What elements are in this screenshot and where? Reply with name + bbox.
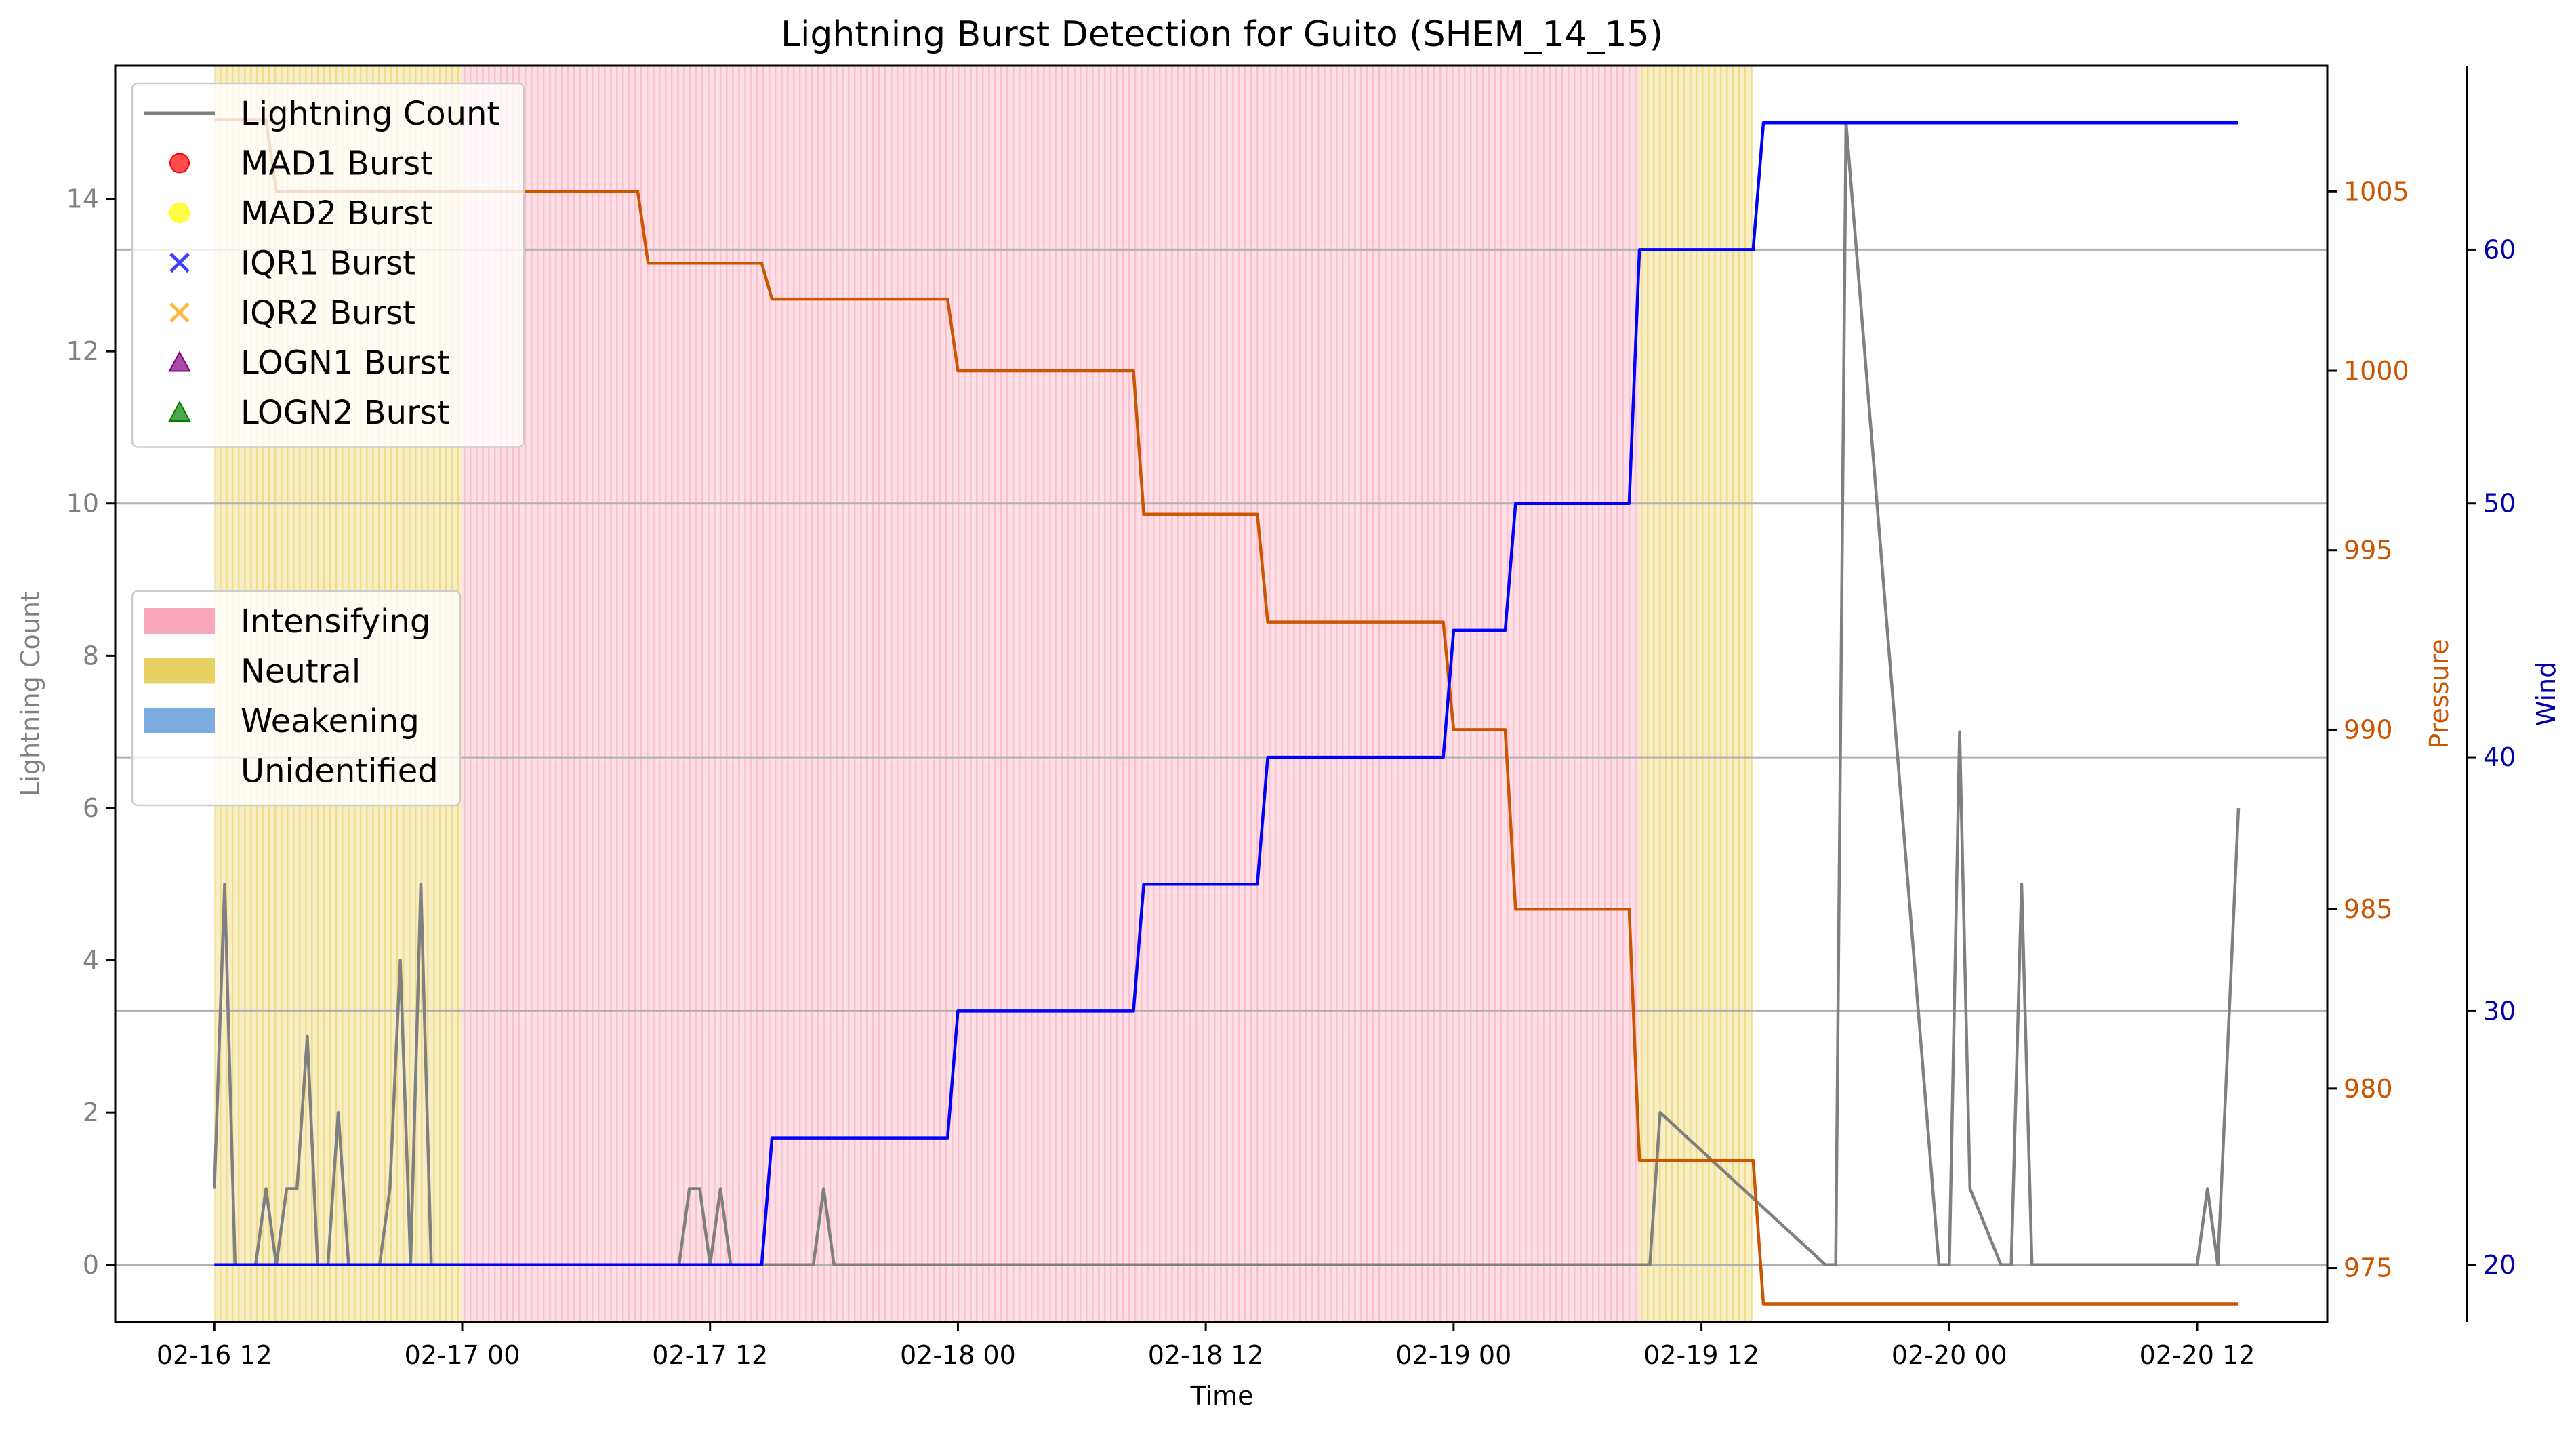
- legend-x-marker: [169, 252, 190, 273]
- x-tick-label: 02-17 00: [405, 1340, 520, 1370]
- wind-tick-label: 30: [2483, 996, 2516, 1026]
- legend-phase-label: Weakening: [241, 702, 420, 740]
- phase-band-neutral: [1639, 66, 1753, 1322]
- legend-phase-label: Neutral: [241, 653, 361, 691]
- legend-marker-label: Lightning Count: [241, 95, 499, 133]
- legend-triangle-marker: [168, 400, 191, 422]
- pressure-tick-label: 995: [2344, 536, 2393, 565]
- left-axis-label: Lightning Count: [16, 591, 45, 797]
- x-tick-label: 02-19 12: [1643, 1340, 1759, 1370]
- pressure-axis-label: Pressure: [2424, 639, 2454, 748]
- pressure-tick-label: 980: [2344, 1074, 2393, 1104]
- legend-marker-label: IQR2 Burst: [241, 294, 415, 332]
- wind-tick-label: 60: [2483, 235, 2516, 264]
- pressure-tick-label: 1000: [2344, 356, 2409, 386]
- left-tick-label: 4: [83, 946, 99, 975]
- legend-marker-label: LOGN1 Burst: [241, 344, 450, 382]
- series-line-lightning-count: [213, 121, 2241, 1267]
- legend-marker-label: MAD1 Burst: [241, 145, 433, 183]
- x-tick-label: 02-18 12: [1148, 1340, 1264, 1370]
- x-tick-label: 02-16 12: [157, 1340, 272, 1370]
- legend-phase-swatch: [144, 708, 215, 733]
- x-tick-label: 02-20 00: [1892, 1340, 2007, 1370]
- legend-triangle-marker: [168, 350, 191, 372]
- left-tick-label: 6: [83, 793, 99, 823]
- axes-layer: 02-16 12 02-17 00 02-17 12 02-18 00 02-18 12…: [16, 64, 2561, 1370]
- pressure-tick-label: 975: [2344, 1253, 2393, 1283]
- legend-marker-label: LOGN2 Burst: [241, 394, 450, 432]
- phase-band-intensifying: [462, 66, 1640, 1322]
- legend-x-marker: [169, 302, 190, 323]
- wind-tick-label: 50: [2483, 489, 2516, 519]
- legend-markers-box: [131, 82, 525, 448]
- x-tick-label: 02-20 12: [2140, 1340, 2255, 1370]
- legend-circle-marker: [169, 203, 190, 223]
- left-tick-label: 10: [66, 489, 99, 519]
- legend-circle-marker: [169, 153, 190, 174]
- chart-title: Lightning Burst Detection for Guito (SHE…: [781, 14, 1663, 55]
- left-tick-label: 0: [83, 1250, 99, 1280]
- x-axis-label: Time: [1190, 1381, 1254, 1411]
- series-line-wind: [214, 121, 2238, 1267]
- legend-phase-label: Unidentified: [241, 752, 438, 790]
- left-tick-label: 12: [66, 336, 99, 366]
- legend-marker-label: MAD2 Burst: [241, 195, 433, 233]
- wind-tick-label: 40: [2483, 742, 2516, 772]
- legend-marker-label: IQR1 Burst: [241, 245, 415, 283]
- left-tick-label: 8: [83, 641, 99, 670]
- legend-phase-swatch: [144, 658, 215, 684]
- wind-tick-label: 20: [2483, 1250, 2516, 1280]
- legend-phase-swatch: [144, 608, 215, 634]
- pressure-tick-label: 1005: [2344, 176, 2409, 206]
- legends-layer: Lightning Count MAD1 Burst MAD2 Burst IQR1 …: [131, 82, 525, 807]
- x-tick-label: 02-19 00: [1395, 1340, 1511, 1370]
- series-line-pressure: [214, 118, 2238, 1306]
- x-tick-label: 02-18 00: [900, 1340, 1016, 1370]
- x-tick-label: 02-17 12: [652, 1340, 768, 1370]
- wind-axis-label: Wind: [2531, 662, 2561, 727]
- series-layer: [213, 118, 2241, 1306]
- legend-phases-box: [131, 590, 462, 807]
- left-tick-label: 2: [83, 1098, 99, 1127]
- pressure-tick-label: 990: [2344, 714, 2393, 744]
- pressure-tick-label: 985: [2344, 894, 2393, 924]
- plot-frame: [114, 64, 2329, 1323]
- legend-phase-label: Intensifying: [241, 603, 430, 641]
- left-tick-label: 14: [66, 184, 99, 214]
